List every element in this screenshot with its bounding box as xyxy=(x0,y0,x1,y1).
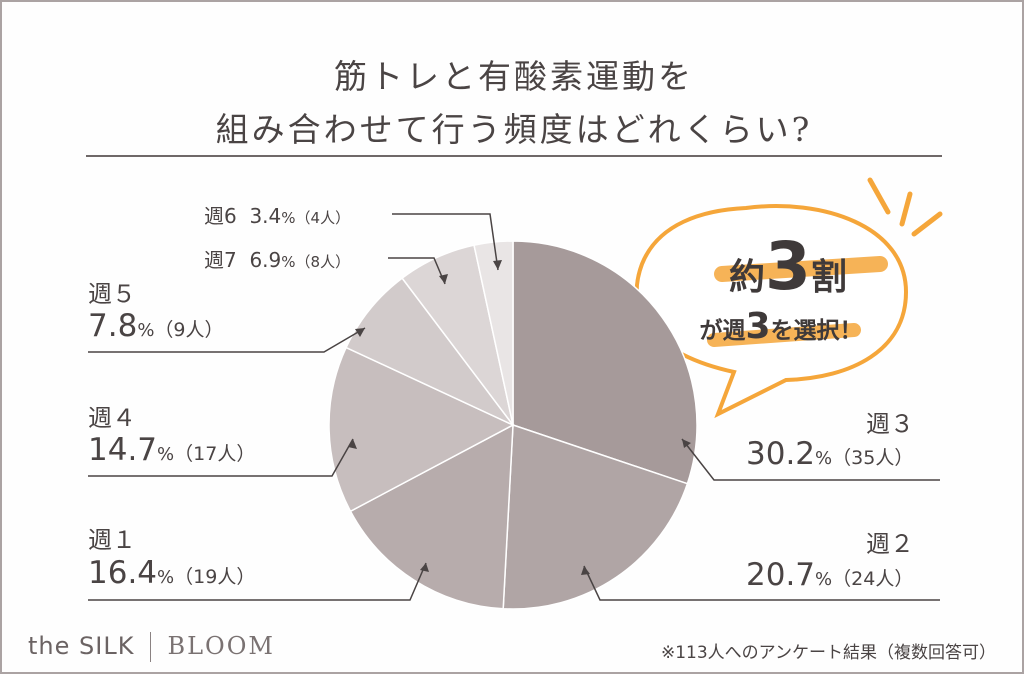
callout-headline: 約3割 xyxy=(668,228,908,305)
highlight-stroke-1 xyxy=(714,256,888,282)
pie-slice-w2 xyxy=(502,423,689,610)
callout-shape xyxy=(634,204,909,419)
label-w2-pct: 20.7 xyxy=(746,557,816,593)
label-w4-pct: 14.7 xyxy=(88,432,158,468)
label-w4-count: （17人） xyxy=(174,443,256,465)
callout-bubble xyxy=(634,177,943,419)
callout-subline-c: を選択！ xyxy=(770,318,863,344)
arrowhead-w1 xyxy=(420,563,429,572)
label-w2-count: （24人） xyxy=(832,568,914,590)
label-w4-value: 14.7%（17人） xyxy=(88,432,255,468)
label-w7-count: （8人） xyxy=(295,253,351,271)
arrowhead-w6 xyxy=(493,260,502,270)
label-w7-unit: % xyxy=(281,253,296,271)
label-w6-name: 週6 xyxy=(204,204,237,228)
label-w5-unit: % xyxy=(137,320,155,341)
label-w5-pct: 7.8 xyxy=(88,308,138,344)
arrowhead-w3 xyxy=(682,439,691,448)
label-w6-pct: 3.4 xyxy=(249,204,282,228)
leader-line-w3 xyxy=(681,438,940,481)
label-w2-unit: % xyxy=(815,569,833,590)
callout-headline-number: 3 xyxy=(765,228,811,305)
title-line-2: 組み合わせて行う頻度はどれくらい? xyxy=(215,110,813,149)
label-w4-name: 週４ xyxy=(88,404,136,432)
pie-slices xyxy=(328,240,698,610)
title-line-1: 筋トレと有酸素運動を xyxy=(334,57,694,96)
callout-headline-a: 約 xyxy=(729,257,766,298)
label-w5-count: （9人） xyxy=(154,319,224,341)
highlight-stroke-2 xyxy=(707,323,861,347)
leader-arrowheads xyxy=(348,260,691,575)
brand-separator xyxy=(150,632,152,662)
callout-subline-number: 3 xyxy=(745,306,771,347)
label-w2-value: 20.7%（24人） xyxy=(746,557,913,593)
sparkle-line-3 xyxy=(911,211,943,237)
arrowhead-w4 xyxy=(348,439,357,449)
label-w1-unit: % xyxy=(157,567,175,588)
pie-slice-w4 xyxy=(328,346,515,513)
brand-name-1: the SILK xyxy=(28,632,135,660)
label-w7: 週7 6.9%（8人） xyxy=(204,244,350,273)
leader-line-w7 xyxy=(388,257,446,285)
arrowhead-w2 xyxy=(581,566,590,575)
label-w1-count: （19人） xyxy=(174,566,256,588)
pie-slice-w1 xyxy=(349,423,514,610)
label-w7-pct: 6.9 xyxy=(249,248,282,272)
callout-subline: が週3を選択！ xyxy=(656,306,906,347)
label-w1-name: 週１ xyxy=(88,526,136,554)
label-w6-count: （4人） xyxy=(295,209,351,227)
leader-line-w2 xyxy=(583,565,940,601)
brand-logo: the SILK BLOOM xyxy=(28,632,275,662)
label-w2-name: 週２ xyxy=(866,530,914,558)
label-w3-value: 30.2%（35人） xyxy=(746,436,913,472)
leader-lines xyxy=(88,213,940,601)
brand-name-2: BLOOM xyxy=(167,632,275,660)
callout-subline-a: が週 xyxy=(699,318,746,344)
label-w1-pct: 16.4 xyxy=(88,555,158,591)
label-w6-unit: % xyxy=(281,209,296,227)
arrowhead-w5 xyxy=(355,328,365,337)
label-w7-name: 週7 xyxy=(204,248,237,272)
label-w1-value: 16.4%（19人） xyxy=(88,555,255,591)
label-w3-pct: 30.2 xyxy=(746,436,816,472)
sparkle-line-1 xyxy=(867,177,891,215)
leader-line-w4 xyxy=(88,438,354,477)
pie-slice-w3 xyxy=(512,240,698,485)
label-w3-name: 週３ xyxy=(866,410,914,438)
leader-line-w6 xyxy=(392,213,499,271)
leader-line-w5 xyxy=(88,327,366,353)
label-w6: 週6 3.4%（4人） xyxy=(204,200,350,229)
title-divider xyxy=(86,155,942,157)
footnote: ※113人へのアンケート結果（複数回答可） xyxy=(660,643,996,663)
leader-line-w1 xyxy=(88,562,427,601)
label-w5-value: 7.8%（9人） xyxy=(88,308,224,344)
label-w4-unit: % xyxy=(157,444,175,465)
callout-headline-c: 割 xyxy=(810,257,847,298)
sparkle-line-2 xyxy=(899,191,913,227)
label-w3-unit: % xyxy=(815,448,833,469)
arrowhead-w7 xyxy=(439,274,448,284)
label-w3-count: （35人） xyxy=(832,447,914,469)
label-w5-name: 週５ xyxy=(88,280,136,308)
